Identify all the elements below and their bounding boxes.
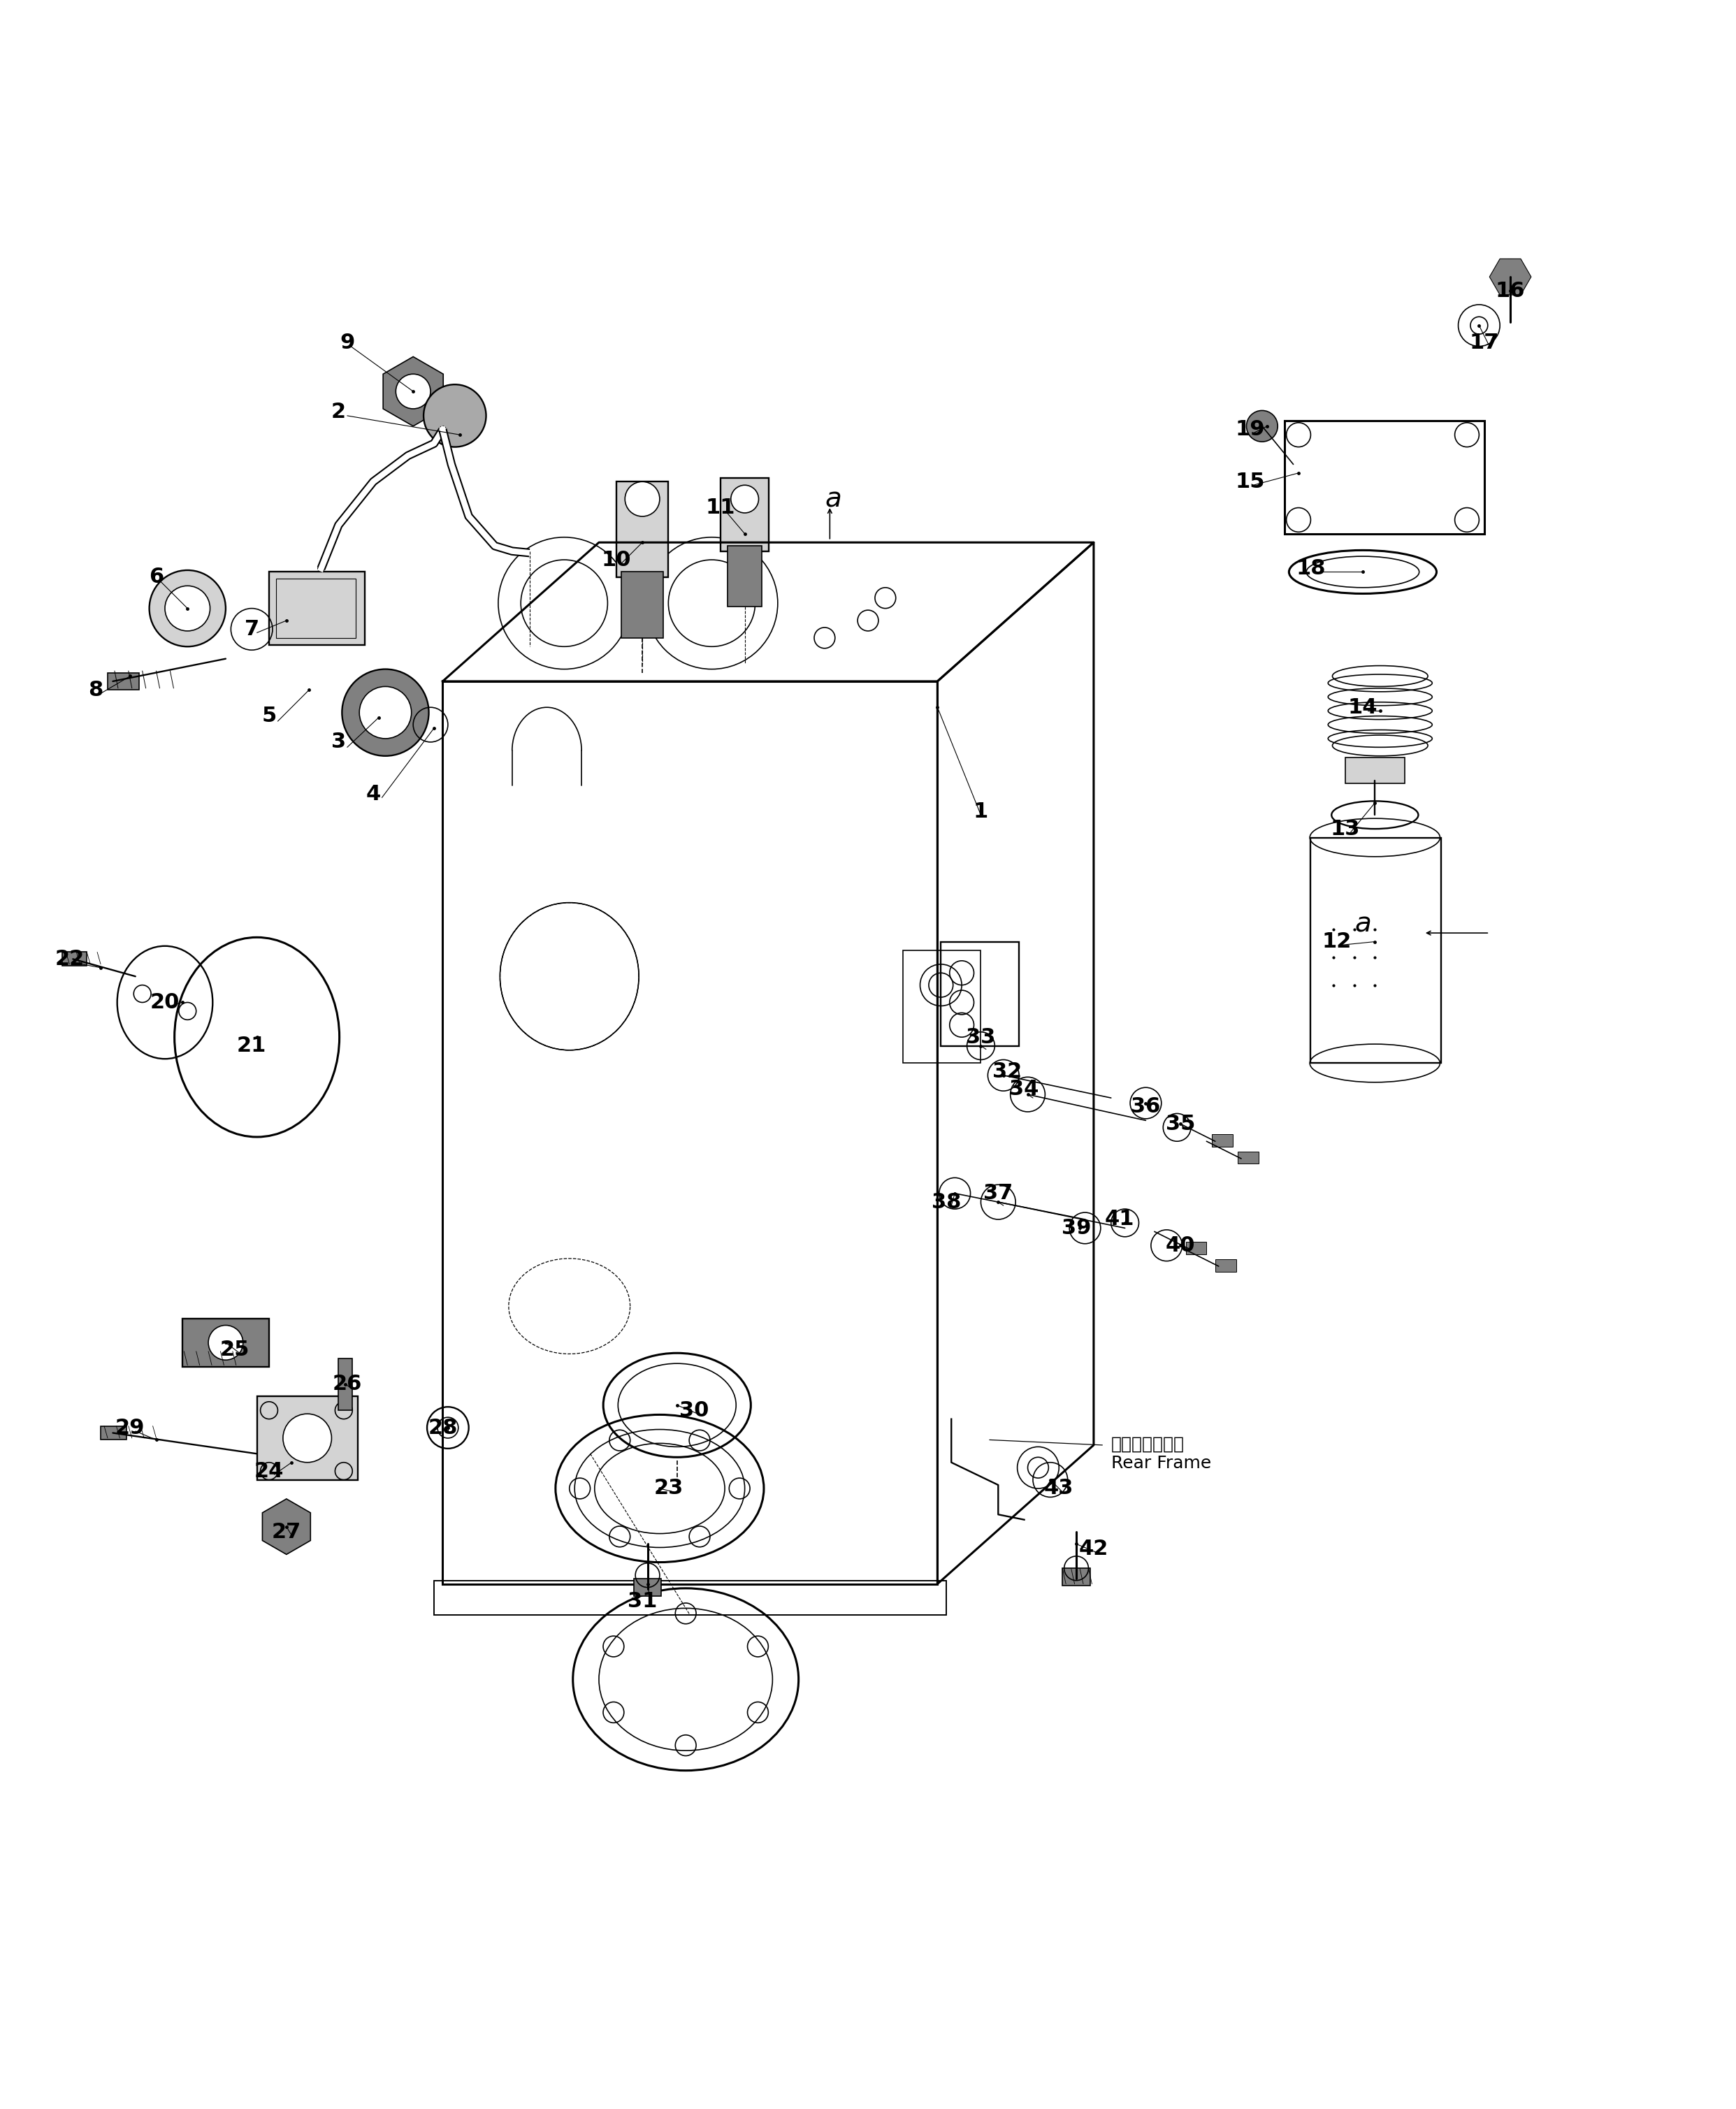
- Text: 25: 25: [219, 1339, 250, 1360]
- Text: 30: 30: [679, 1400, 710, 1421]
- Text: 20: 20: [149, 993, 181, 1012]
- Bar: [434, 1580, 946, 1615]
- Text: 12: 12: [1321, 932, 1352, 951]
- Text: 11: 11: [705, 498, 736, 519]
- Text: 35: 35: [1165, 1114, 1196, 1135]
- Text: 21: 21: [236, 1036, 267, 1057]
- Text: 32: 32: [991, 1061, 1023, 1082]
- Text: 1: 1: [974, 801, 988, 823]
- Text: 34: 34: [1009, 1080, 1040, 1099]
- Circle shape: [1493, 259, 1528, 293]
- Bar: [1212, 1135, 1233, 1147]
- Circle shape: [342, 669, 429, 755]
- Bar: [616, 481, 668, 578]
- Circle shape: [283, 1413, 332, 1462]
- Text: 36: 36: [1130, 1097, 1161, 1116]
- Circle shape: [731, 485, 759, 512]
- Text: 9: 9: [340, 333, 354, 352]
- Bar: [903, 951, 981, 1063]
- Circle shape: [359, 688, 411, 738]
- Bar: [62, 951, 87, 966]
- Text: 3: 3: [332, 732, 345, 753]
- Bar: [1062, 1569, 1090, 1586]
- Circle shape: [396, 373, 431, 409]
- Text: 4: 4: [366, 785, 380, 804]
- Bar: [257, 1396, 358, 1481]
- Circle shape: [165, 586, 210, 631]
- Text: 43: 43: [1043, 1478, 1075, 1499]
- Text: 13: 13: [1330, 818, 1361, 839]
- Circle shape: [625, 481, 660, 517]
- Bar: [1186, 1242, 1207, 1255]
- Text: 27: 27: [271, 1523, 302, 1542]
- Circle shape: [424, 384, 486, 447]
- Bar: [443, 681, 937, 1584]
- Text: 42: 42: [1078, 1540, 1109, 1559]
- Bar: [269, 572, 365, 645]
- Text: 23: 23: [653, 1478, 684, 1499]
- Text: 41: 41: [1104, 1208, 1135, 1230]
- Bar: [1238, 1152, 1259, 1164]
- Text: 38: 38: [930, 1192, 962, 1213]
- Circle shape: [1246, 411, 1278, 441]
- Text: 5: 5: [262, 707, 276, 725]
- Bar: [108, 673, 139, 690]
- Text: 16: 16: [1495, 280, 1526, 302]
- Bar: [1215, 1259, 1236, 1272]
- Bar: [434, 1580, 946, 1615]
- Text: 26: 26: [332, 1375, 363, 1394]
- Text: 15: 15: [1234, 472, 1266, 491]
- Polygon shape: [262, 1499, 311, 1554]
- Text: 40: 40: [1165, 1236, 1196, 1255]
- Text: 17: 17: [1469, 333, 1500, 352]
- Polygon shape: [1489, 259, 1531, 295]
- Polygon shape: [384, 356, 443, 426]
- Text: 37: 37: [983, 1183, 1014, 1204]
- Bar: [1285, 422, 1484, 534]
- Text: 7: 7: [245, 620, 259, 639]
- Bar: [941, 943, 1019, 1046]
- Text: 33: 33: [965, 1027, 996, 1048]
- Bar: [634, 1580, 661, 1597]
- Bar: [276, 578, 356, 637]
- Text: 10: 10: [601, 550, 632, 569]
- Circle shape: [149, 569, 226, 647]
- Bar: [1345, 757, 1404, 785]
- Text: a: a: [825, 485, 842, 512]
- Bar: [720, 479, 769, 550]
- Text: 31: 31: [627, 1590, 658, 1611]
- Circle shape: [208, 1324, 243, 1360]
- Text: 22: 22: [54, 949, 85, 970]
- Text: 24: 24: [253, 1462, 285, 1481]
- Text: リヤーフレーム
Rear Frame: リヤーフレーム Rear Frame: [1111, 1436, 1212, 1472]
- Text: 2: 2: [332, 403, 345, 422]
- Text: 29: 29: [115, 1417, 146, 1438]
- Bar: [727, 546, 762, 607]
- Text: 8: 8: [89, 679, 102, 700]
- Text: 14: 14: [1347, 698, 1378, 717]
- Bar: [101, 1426, 127, 1440]
- Bar: [339, 1358, 352, 1411]
- Text: 39: 39: [1061, 1219, 1092, 1238]
- Text: 18: 18: [1295, 559, 1326, 578]
- Text: 6: 6: [149, 567, 163, 586]
- Bar: [182, 1318, 269, 1367]
- Bar: [621, 572, 663, 637]
- Bar: [1311, 837, 1441, 1063]
- Text: a: a: [1354, 911, 1371, 939]
- Text: 19: 19: [1234, 420, 1266, 441]
- Text: 28: 28: [427, 1417, 458, 1438]
